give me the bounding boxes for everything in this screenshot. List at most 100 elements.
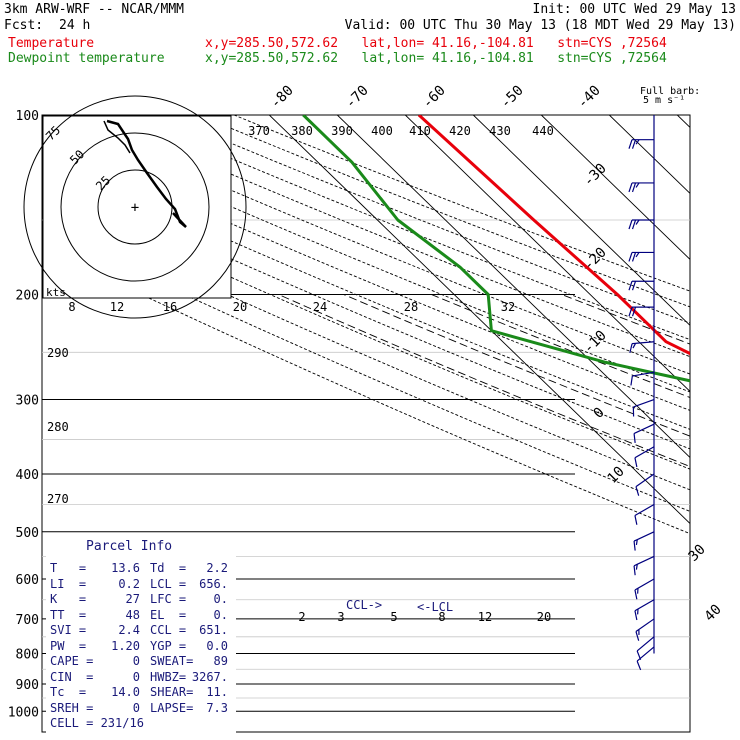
- valid-time: Valid: 00 UTC Thu 30 May 13 (18 MDT Wed …: [344, 18, 736, 33]
- model-title: 3km ARW-WRF -- NCAR/MMM: [4, 2, 185, 17]
- parcel-param-label: LI =: [50, 576, 87, 591]
- parcel-param-label: LAPSE=: [150, 700, 194, 715]
- pressure-tick-label: 700: [16, 613, 39, 628]
- theta-e-label: 400: [371, 124, 393, 138]
- theta-e-label: 390: [331, 124, 353, 138]
- mixing-ratio-label: 20: [537, 610, 551, 624]
- init-time: Init: 00 UTC Wed 29 May 13: [532, 2, 737, 17]
- speed-axis-label: 28: [404, 300, 418, 314]
- parcel-param-label: SHEAR=: [150, 685, 194, 699]
- wind-barb: [628, 251, 654, 262]
- parcel-param-value: 0: [132, 669, 140, 684]
- parcel-info-row: TT = 48 EL = 0.: [50, 608, 236, 624]
- lcl-annotation: <-LCL: [417, 600, 453, 614]
- parcel-info-row: SREH = 0 LAPSE= 7.3: [50, 701, 236, 717]
- isotherm-label: -80: [268, 83, 297, 112]
- mixing-ratio-label: 2: [298, 610, 305, 624]
- wind-barb: [633, 531, 655, 551]
- theta-label: 280: [47, 420, 69, 434]
- parcel-param-value: 0.0: [206, 638, 228, 653]
- dry-adiabat: [42, 190, 690, 470]
- wind-barb: [636, 646, 655, 671]
- ccl-annotation: CCL->: [346, 598, 382, 612]
- hodograph-box: [42, 115, 232, 299]
- parcel-param-value: 2.2: [206, 561, 228, 575]
- parcel-cell: CELL = 231/16: [50, 716, 144, 730]
- parcel-param-label: CCL =: [150, 623, 187, 637]
- forecast-hour: 24 h: [59, 18, 91, 33]
- theta-e-label: 420: [449, 124, 471, 138]
- parcel-param-label: TT =: [50, 607, 87, 622]
- parcel-param-label: T =: [50, 561, 87, 575]
- pressure-tick-label: 500: [16, 526, 39, 541]
- hodograph-origin: +: [131, 200, 139, 216]
- parcel-param-value: 14.0: [111, 685, 140, 699]
- parcel-info-row: PW = 1.20 YGP = 0.0: [50, 639, 236, 655]
- wind-barb: [628, 219, 654, 230]
- hodograph-units: kts: [46, 286, 66, 299]
- parcel-info-row: Tc = 14.0 SHEAR= 11.: [50, 685, 236, 701]
- parcel-info-row: SVI = 2.4 CCL = 651.: [50, 623, 236, 639]
- wind-barb: [628, 182, 654, 193]
- mixing-ratio-label: 8: [438, 610, 445, 624]
- barb-note-1: Full barb:: [640, 86, 700, 97]
- hodograph-ring: [60, 132, 210, 282]
- parcel-param-value: 13.6: [111, 561, 140, 575]
- parcel-info-row: T = 13.6 Td = 2.2: [50, 561, 236, 577]
- parcel-info-rows: T = 13.6 Td = 2.2 LI = 0.2 LCL = 656. K = 27 LFC =…: [50, 561, 236, 716]
- pressure-tick-label: 900: [16, 678, 39, 693]
- parcel-param-label: K =: [50, 592, 87, 606]
- parcel-param-value: 89: [213, 654, 228, 668]
- parcel-param-value: 2.4: [118, 623, 140, 637]
- isotherm-label: -50: [498, 83, 527, 112]
- wind-barb: [628, 139, 654, 149]
- barb-note-2: 5 m s⁻¹: [643, 95, 685, 106]
- isotherm-line: [268, 115, 690, 525]
- pressure-tick-label: 600: [16, 573, 39, 588]
- parcel-param-value: 651.: [199, 623, 228, 637]
- parcel-param-value: 0.: [213, 607, 228, 622]
- parcel-param-value: 1.20: [111, 638, 140, 653]
- pressure-tick-label: 800: [16, 648, 39, 663]
- temperature-legend: Temperature: [8, 36, 95, 51]
- wind-barb: [634, 578, 655, 600]
- dry-adiabat: [42, 227, 690, 512]
- parcel-param-value: 0.2: [118, 576, 140, 591]
- wind-barb: [629, 341, 655, 354]
- parcel-param-value: 0.: [213, 592, 228, 606]
- wind-barb: [630, 371, 655, 386]
- parcel-info-row: CIN = 0 HWBZ= 3267.: [50, 670, 236, 686]
- dewpoint-profile: [302, 115, 690, 383]
- mixing-ratio-label: 12: [478, 610, 492, 624]
- theta-e-label: 370: [248, 124, 270, 138]
- dry-adiabat: [42, 139, 690, 411]
- wind-barb: [634, 599, 655, 621]
- parcel-param-label: LFC =: [150, 592, 187, 606]
- parcel-param-label: Td =: [150, 561, 187, 575]
- parcel-param-value: 656.: [199, 576, 228, 591]
- theta-e-label: 380: [291, 124, 313, 138]
- temperature-station-info: x,y=285.50,572.62 lat,lon= 41.16,-104.81…: [205, 36, 667, 51]
- parcel-param-value: 27: [125, 592, 140, 606]
- theta-label: 270: [47, 492, 69, 506]
- isotherm-line: [540, 115, 690, 261]
- wind-barb: [633, 555, 655, 576]
- wind-barb: [634, 503, 655, 525]
- isotherm-line: [472, 115, 690, 327]
- dry-adiabat: [42, 173, 690, 450]
- dry-adiabat: [42, 246, 690, 535]
- wind-barb: [634, 446, 655, 468]
- parcel-param-label: HWBZ=: [150, 669, 187, 684]
- parcel-param-value: 0: [132, 654, 140, 668]
- dry-adiabat: [42, 123, 690, 393]
- parcel-param-label: LCL =: [150, 576, 187, 591]
- wind-barb: [635, 473, 655, 496]
- parcel-info-panel: Parcel Info T = 13.6 Td = 2.2 LI = 0.2 LCL = 65…: [46, 537, 236, 733]
- parcel-param-label: CAPE =: [50, 654, 94, 668]
- parcel-param-label: Tc =: [50, 685, 87, 699]
- isotherm-label: -40: [575, 83, 604, 112]
- wind-barb: [628, 280, 654, 291]
- theta-e-label: 440: [532, 124, 554, 138]
- pressure-tick-label: 400: [16, 468, 39, 483]
